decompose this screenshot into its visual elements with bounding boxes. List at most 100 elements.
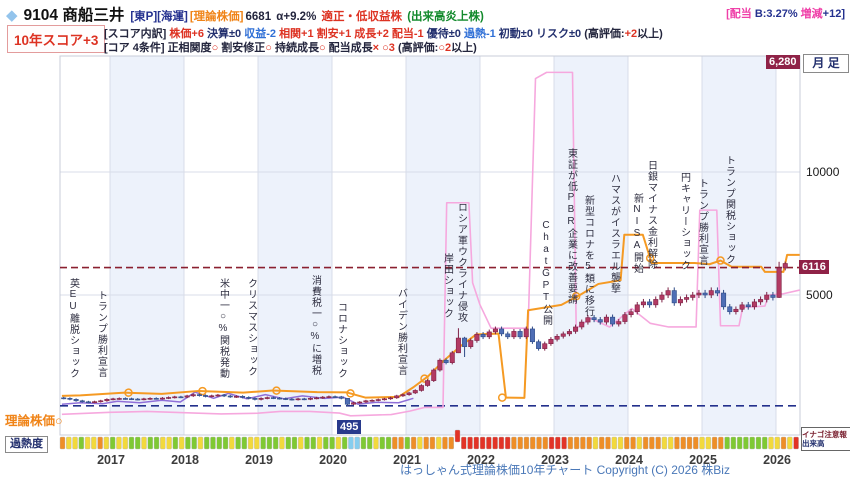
candle (295, 397, 301, 401)
dividend-info: [配当 B:3.27% 増減+12] (726, 5, 845, 21)
heat-cell (367, 436, 373, 450)
candle (622, 311, 628, 325)
heat-cell (498, 436, 505, 450)
heat-cell (91, 436, 97, 450)
text-part: 割安+1 (316, 28, 355, 40)
candle (585, 315, 591, 325)
text-part: +12] (822, 8, 845, 20)
heat-cell (178, 436, 185, 450)
candle (110, 397, 116, 401)
candle (252, 397, 258, 401)
candle (610, 314, 616, 327)
heat-cell (542, 436, 548, 450)
heat-cell (486, 436, 492, 450)
heat-cell (141, 436, 147, 450)
heat-cell (354, 436, 360, 450)
heat-cell (699, 436, 705, 450)
volume-alert-line2: 出来高 (802, 439, 825, 448)
heat-cell (473, 436, 480, 450)
heat-cell (404, 436, 411, 450)
heat-cell (655, 436, 661, 450)
candle (172, 395, 178, 399)
heat-cell (793, 436, 799, 450)
text-part: 決算±0 (207, 28, 245, 40)
candle (141, 397, 147, 401)
heat-cell (116, 436, 122, 450)
heat-cell (122, 436, 128, 450)
heat-cell (567, 436, 574, 450)
heat-cell (736, 436, 743, 450)
text-part: [スコア内訳] (104, 28, 170, 40)
heat-cell (711, 436, 718, 450)
candle (684, 294, 690, 303)
candle (431, 368, 437, 382)
heat-cell (642, 436, 649, 450)
heat-cell (762, 436, 768, 450)
copyright-footer: はっしゃん式理論株価10年チャート Copyright (C) 2026 株Bi… (400, 463, 730, 477)
candle (351, 401, 357, 406)
candle (104, 398, 110, 402)
candle (714, 287, 720, 297)
heat-cell (423, 436, 429, 450)
heat-cell (442, 436, 448, 450)
candle (196, 393, 202, 397)
fiscal-markers (124, 253, 725, 402)
candle (702, 289, 708, 299)
heat-cell (323, 436, 329, 450)
text-part: ○ (265, 42, 275, 54)
text-part: 相関+1 (279, 28, 317, 40)
candle (721, 289, 727, 310)
heat-cell (429, 436, 436, 450)
heat-cell (279, 436, 285, 450)
candle (240, 395, 246, 399)
candle (782, 261, 788, 271)
text-part: [東P][海運] (130, 11, 188, 23)
heat-cell (385, 436, 392, 450)
text-part: ○ (318, 42, 329, 54)
heat-cell (417, 436, 423, 450)
heat-cell (530, 436, 536, 450)
candle (264, 396, 270, 400)
candle (61, 396, 67, 400)
candle (147, 397, 153, 400)
volume-alert-box: イナゴ注意報 出来高 (801, 427, 850, 451)
heat-cell (573, 436, 580, 450)
candle (92, 400, 98, 404)
candle (344, 398, 350, 407)
candle (270, 396, 276, 400)
candle (153, 397, 159, 400)
heat-cell (624, 436, 630, 450)
heat-cell (373, 436, 379, 450)
current-price-badge: 6,280 (766, 55, 800, 69)
candle (425, 379, 431, 387)
heat-cell (247, 436, 254, 450)
candle (289, 398, 295, 401)
heat-cell (153, 436, 160, 450)
candle (640, 298, 646, 308)
candle (184, 394, 190, 399)
text-part: ○2 (438, 42, 452, 54)
text-part: リスク±0 (536, 28, 585, 40)
text-part: 株価+6 (169, 28, 207, 40)
period-selector-button[interactable]: 月 足 (803, 54, 849, 73)
candle (634, 301, 640, 315)
heat-cell (66, 436, 72, 450)
theoretical-price-legend: 理論株価○ (5, 414, 63, 428)
candle (135, 398, 141, 401)
candle (770, 291, 776, 301)
heat-cell (310, 436, 316, 450)
heat-cell (235, 436, 241, 450)
candle (739, 301, 745, 313)
candle (462, 336, 468, 357)
heat-cell (743, 436, 749, 450)
text-part: α+9.2% (276, 11, 320, 23)
candle (542, 341, 548, 351)
candle (79, 399, 85, 403)
overheat-gauge-label: 過熱度 (5, 436, 48, 453)
text-part: 割安修正 (221, 42, 266, 54)
heat-cell (291, 436, 298, 450)
candle (203, 394, 209, 398)
heat-cell (410, 436, 417, 450)
text-part: 配当-1 (391, 28, 427, 40)
candle (159, 397, 165, 400)
